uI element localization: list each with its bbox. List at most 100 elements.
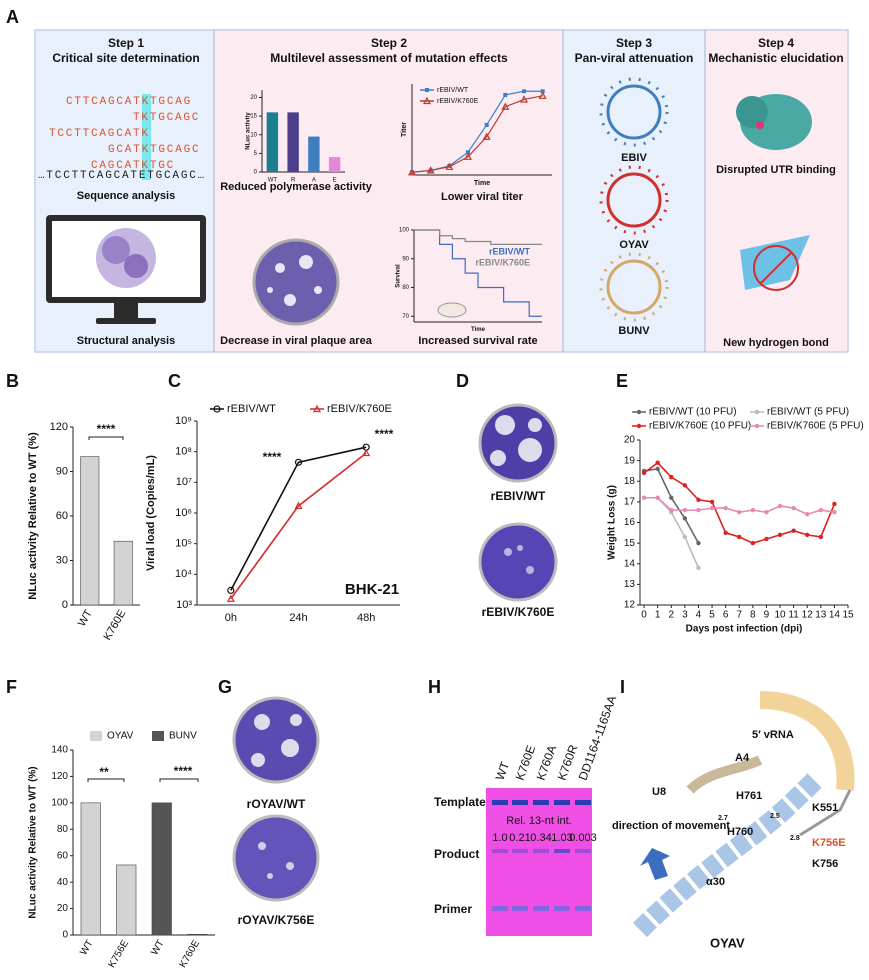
y-axis-label: Weight Loss (g) [607, 485, 618, 560]
annotation: ** [99, 765, 109, 779]
legend-label: rEBIV/WT [437, 87, 469, 94]
annotation: **** [174, 764, 193, 778]
ribbon-icon [740, 235, 810, 291]
y-tick-label: 120 [50, 421, 68, 433]
legend-label: OYAV [107, 731, 134, 742]
structure-label: direction of movement [612, 820, 730, 832]
y-tick-label: 60 [57, 850, 69, 861]
x-axis-label: Time [474, 180, 490, 187]
marker [362, 448, 371, 457]
row-label: Primer [434, 902, 472, 916]
lane-label: WT [493, 759, 513, 782]
sequence: TKTGCAGC [133, 112, 200, 124]
virus-icons [599, 77, 669, 322]
x-tick-label: 6 [723, 610, 729, 621]
protein-icon [736, 94, 812, 150]
marker [818, 507, 824, 513]
panel-letter: A [6, 7, 19, 27]
panel-letter: E [616, 371, 628, 391]
structure-label: K756E [812, 837, 846, 849]
chart: 0 30 60 90 120 WT K760E NLuc activity Relative … [27, 421, 140, 643]
marker [445, 162, 454, 170]
structure-label: 5′ vRNA [752, 729, 794, 741]
marker [750, 507, 756, 513]
band [575, 906, 591, 911]
marker [312, 404, 322, 413]
caption: Sequence analysis [77, 190, 175, 202]
intensity: 0.21 [509, 832, 530, 844]
bar [266, 112, 279, 172]
y-tick-label: 20 [57, 903, 69, 914]
y-axis-label: Viral load (Copies/mL) [145, 455, 157, 571]
y-tick-label: 90 [56, 465, 68, 477]
caption: BUNV [618, 325, 650, 337]
marker [294, 501, 303, 510]
sequence: …TCCTTCAGCATETGCAGC… [38, 170, 206, 182]
marker [463, 152, 473, 160]
caption: Disrupted UTR binding [716, 164, 836, 176]
highlight [142, 94, 151, 180]
x-tick-label: 8 [750, 610, 756, 621]
marker [655, 495, 660, 500]
line [230, 452, 367, 600]
legend-label: rEBIV/K760E (10 PFU) [649, 421, 751, 432]
y-tick-label: 15 [250, 114, 257, 120]
panel-letter: C [168, 371, 181, 391]
legend-label: rEBIV/K760E (5 PFU) [767, 421, 864, 432]
marker [791, 528, 796, 533]
line [643, 467, 700, 544]
y-tick-label: 100 [399, 228, 410, 234]
row-label: Template [434, 795, 486, 809]
marker [426, 166, 435, 174]
marker [791, 505, 796, 511]
step-headings: Step 1 Critical site determination Step … [52, 36, 843, 65]
chart: 10³ 10⁴ 10⁵ 10⁶ 10⁷ 10⁸ 10⁹ 0h 24h 48h Viral load … [145, 403, 400, 624]
marker [482, 132, 491, 140]
x-tick-label: 13 [815, 610, 827, 621]
band [554, 800, 570, 805]
structure-label: A4 [735, 752, 750, 764]
caption: New hydrogen bond [723, 337, 829, 349]
band [492, 800, 508, 805]
bar [80, 802, 101, 936]
y-axis-label: NLuc activity Relative to WT (%) [27, 432, 39, 600]
bar [187, 934, 208, 936]
structure-label: U8 [652, 786, 666, 798]
x-tick-label: 3 [682, 610, 688, 621]
structure-label: 2.5 [770, 813, 780, 820]
marker [764, 536, 769, 542]
sequence: TCCTTCAGCATK [49, 128, 150, 140]
marker [805, 532, 810, 538]
marker [540, 89, 545, 94]
x-tick-label: A [312, 178, 316, 184]
step-title: Critical site determination [52, 51, 199, 65]
y-axis-label: NLuc activity [246, 112, 252, 150]
x-tick-label: K760E [178, 938, 203, 970]
band [554, 906, 570, 911]
y-tick-label: 140 [51, 745, 68, 756]
line [414, 229, 542, 317]
band [512, 800, 528, 805]
step-title: Mechanistic elucidation [708, 51, 843, 65]
marker [696, 565, 701, 571]
structure-label: K551 [812, 802, 838, 814]
intensity: 1.03 [551, 832, 572, 844]
dish-label: rOYAV/WT [247, 797, 306, 811]
marker [636, 423, 642, 429]
structure-label: 2.8 [790, 835, 800, 842]
line [230, 446, 367, 591]
marker [425, 88, 429, 92]
chart: Titer Time rEBIV/WT rEBIV/K760E [401, 84, 552, 187]
x-tick-label: 1 [655, 610, 661, 621]
y-tick-label: 10⁴ [175, 568, 192, 580]
x-tick-label: 0h [225, 612, 237, 624]
panel-letter: G [218, 677, 232, 697]
legend-label: rEBIV/K760E [437, 98, 479, 105]
y-axis-label: Titer [401, 122, 408, 137]
step-heading: Step 1 [108, 36, 144, 50]
legend-label: rEBIV/WT (5 PFU) [767, 407, 849, 418]
marker [501, 102, 510, 110]
caption: OYAV [619, 239, 649, 251]
